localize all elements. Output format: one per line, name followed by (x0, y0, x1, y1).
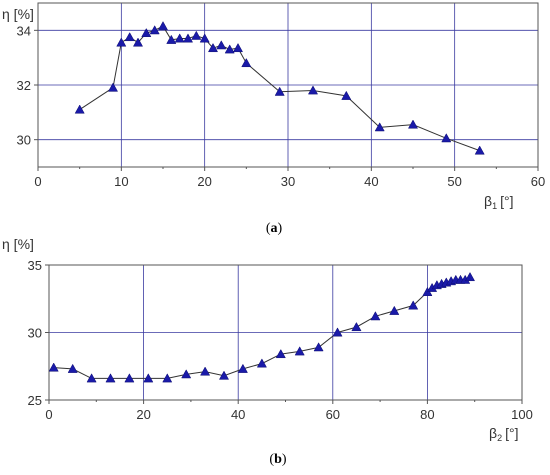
data-point (116, 37, 127, 47)
data-point (67, 363, 78, 373)
data-point (157, 21, 169, 31)
x-tick-label: 10 (114, 174, 128, 189)
data-point (232, 42, 244, 53)
data-point (48, 362, 59, 372)
data-point (200, 366, 211, 376)
data-point (199, 33, 210, 43)
ticks-a: 0 10 20 30 40 50 60 30 32 34 (17, 23, 546, 189)
grid-a (38, 3, 538, 167)
x-tick-label: 40 (364, 174, 378, 189)
data-point (143, 373, 154, 383)
data-point (86, 373, 97, 383)
caption-letter-b: b (274, 452, 282, 467)
data-point (141, 27, 152, 37)
x-tick-label: 60 (531, 174, 545, 189)
caption-b: (b) (269, 452, 286, 467)
data-point (124, 32, 135, 42)
data-point (341, 90, 352, 100)
y-axis-label-b: η [%] (2, 236, 34, 252)
caption-a: (a) (266, 221, 283, 236)
grid-b (49, 265, 522, 400)
ticks-b: 0 20 40 60 80 100 25 30 35 (28, 258, 533, 422)
x-tick-label: 20 (197, 174, 211, 189)
y-axis-label-a: η [%] (2, 6, 34, 22)
y-tick-label: 30 (17, 133, 31, 148)
data-point (216, 40, 227, 50)
data-point (313, 342, 324, 352)
data-point (374, 122, 385, 132)
chart-panel-a: η [%] 0 10 20 30 40 50 60 30 32 34 β1 [°] (a) (2, 2, 546, 236)
data-point (241, 57, 252, 68)
y-tick-label: 25 (28, 393, 42, 408)
data-point (224, 44, 235, 54)
data-point (166, 34, 177, 44)
x-tick-label: 100 (511, 407, 533, 422)
data-point (408, 300, 419, 310)
data-point (370, 311, 381, 321)
data-point (294, 346, 305, 356)
y-tick-label: 35 (28, 258, 42, 273)
x-axis-symbol-b: β (489, 425, 497, 441)
x-tick-label: 0 (34, 174, 41, 189)
x-tick-label: 40 (231, 407, 245, 422)
y-tick-label: 32 (17, 78, 31, 93)
data-point (274, 86, 285, 96)
data-point (256, 358, 267, 368)
data-point (474, 145, 485, 155)
y-tick-label: 34 (17, 23, 31, 38)
data-point (182, 33, 194, 43)
caption-letter-a: a (271, 221, 278, 236)
data-point (162, 373, 173, 383)
markers-a (74, 21, 485, 155)
data-point (124, 373, 135, 383)
data-point (218, 370, 230, 380)
x-axis-label-b: β2 [°] (489, 425, 518, 443)
data-point (237, 363, 248, 373)
data-point (275, 348, 286, 359)
data-point (441, 133, 452, 143)
data-point (464, 271, 476, 282)
data-point (105, 373, 116, 383)
data-point (332, 327, 343, 337)
data-point (191, 30, 202, 40)
x-tick-label: 60 (326, 407, 340, 422)
chart-panel-b: η [%] 0 20 40 60 80 100 25 30 35 β2 [°] (b) (2, 236, 533, 467)
x-tick-label: 80 (420, 407, 434, 422)
x-axis-label-a: β1 [°] (484, 193, 513, 211)
data-point (389, 305, 400, 315)
y-tick-label: 30 (28, 326, 42, 341)
data-point (181, 369, 192, 379)
x-axis-unit-b: [°] (505, 425, 518, 441)
x-tick-label: 0 (45, 407, 52, 422)
x-axis-symbol-a: β (484, 193, 492, 209)
data-point (132, 37, 144, 47)
x-tick-label: 50 (447, 174, 461, 189)
data-point (351, 321, 362, 332)
data-point (74, 104, 85, 114)
data-point (207, 42, 219, 53)
markers-b (48, 271, 476, 383)
x-tick-label: 30 (281, 174, 295, 189)
data-point (149, 25, 160, 35)
data-point (307, 85, 319, 95)
x-axis-subscript-a: 1 (492, 201, 497, 211)
x-tick-label: 20 (136, 407, 150, 422)
data-point (407, 119, 419, 129)
x-axis-unit-a: [°] (500, 193, 513, 209)
data-point (107, 82, 119, 92)
data-point (174, 33, 185, 43)
x-axis-subscript-b: 2 (497, 433, 502, 443)
